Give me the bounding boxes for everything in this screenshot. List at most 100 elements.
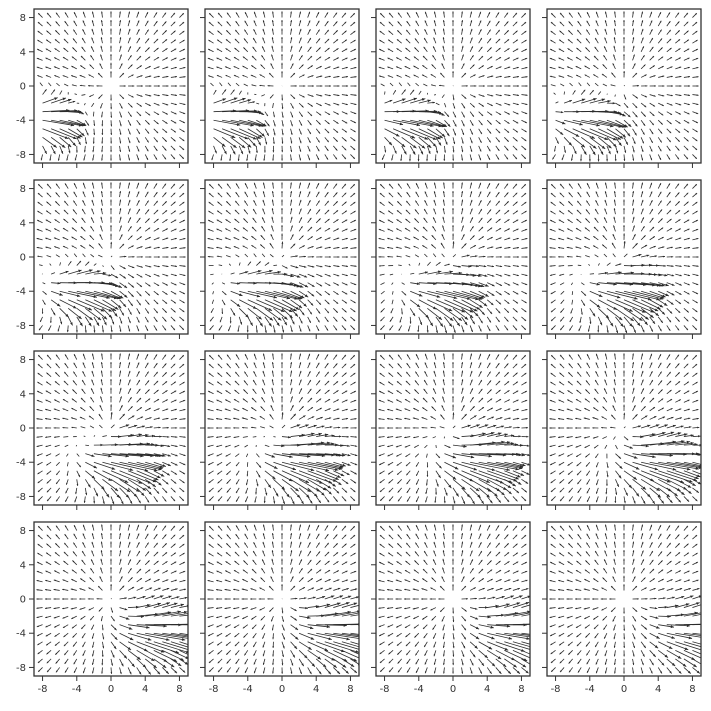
quiver-arrowhead	[114, 487, 119, 492]
quiver-arrowhead	[216, 255, 219, 258]
quiver-arrowhead	[479, 29, 482, 32]
quiver-arrowhead	[499, 94, 502, 97]
quiver-arrowhead	[481, 236, 484, 239]
quiver-arrowhead	[651, 329, 653, 332]
quiver-arrowhead	[290, 37, 293, 40]
quiver-arrowhead	[696, 292, 699, 294]
quiver-arrow	[239, 128, 261, 139]
quiver-arrow	[230, 119, 263, 127]
quiver-arrowhead	[251, 245, 254, 247]
quiver-arrowhead	[558, 66, 561, 69]
quiver-arrowhead	[317, 149, 320, 152]
quiver-arrowhead	[82, 37, 84, 40]
quiver-arrowhead	[71, 75, 74, 77]
quiver-arrowhead	[36, 237, 39, 240]
quiver-arrowhead	[272, 20, 274, 22]
panel-6-arrows	[207, 182, 357, 334]
quiver-arrowhead	[165, 48, 168, 51]
panel-7-arrows	[378, 182, 528, 334]
quiver-arrowhead	[614, 20, 616, 22]
quiver-arrowhead	[650, 309, 654, 313]
quiver-arrowhead	[251, 65, 254, 68]
quiver-arrowhead	[550, 193, 553, 195]
quiver-arrowhead	[142, 487, 146, 491]
quiver-arrowhead	[458, 265, 461, 268]
quiver-arrow	[418, 299, 437, 310]
quiver-arrowhead	[326, 29, 329, 32]
quiver-arrowhead	[311, 275, 315, 278]
quiver-arrowhead	[165, 228, 168, 231]
quiver-arrowhead	[634, 296, 638, 300]
quiver-arrowhead	[378, 256, 381, 258]
quiver-arrowhead	[252, 101, 255, 104]
quiver-arrowhead	[64, 21, 67, 24]
quiver-arrow	[128, 461, 162, 471]
quiver-arrowhead	[624, 150, 627, 153]
quiver-arrowhead	[327, 311, 329, 314]
quiver-arrowhead	[131, 275, 135, 278]
quiver-arrowhead	[695, 130, 698, 133]
quiver-arrowhead	[642, 226, 645, 229]
quiver-arrowhead	[610, 322, 614, 327]
quiver-arrowhead	[515, 192, 518, 195]
quiver-arrowhead	[93, 465, 97, 469]
quiver-arrowhead	[592, 313, 596, 317]
quiver-arrowhead	[182, 201, 185, 204]
quiver-arrow	[85, 308, 102, 321]
quiver-arrowhead	[679, 75, 682, 78]
quiver-arrowhead	[671, 274, 675, 277]
quiver-arrowhead	[583, 151, 587, 155]
quiver-arrowhead	[139, 104, 142, 107]
quiver-arrowhead	[568, 21, 571, 24]
quiver-arrowhead	[139, 55, 142, 58]
quiver-arrowhead	[173, 139, 176, 142]
quiver-arrow	[435, 102, 440, 106]
quiver-arrowhead	[479, 329, 482, 332]
quiver-arrowhead	[311, 75, 314, 77]
quiver-arrowhead	[326, 140, 329, 143]
quiver-arrowhead	[585, 218, 588, 221]
quiver-arrowhead	[309, 320, 311, 323]
quiver-arrowhead	[83, 353, 85, 356]
quiver-arrowhead	[103, 316, 108, 320]
quiver-arrowhead	[165, 301, 168, 304]
quiver-arrowhead	[64, 183, 67, 186]
quiver-arrowhead	[422, 65, 425, 68]
quiver-arrowhead	[352, 184, 355, 187]
quiver-arrowhead	[615, 330, 619, 334]
quiver-arrowhead	[54, 228, 57, 231]
quiver-arrowhead	[388, 30, 391, 33]
quiver-arrowhead	[182, 301, 185, 304]
quiver-arrowhead	[380, 301, 383, 304]
panel-3-arrows	[378, 11, 528, 162]
quiver-arrowhead	[558, 246, 560, 249]
quiver-arrowhead	[642, 46, 644, 49]
quiver-arrowhead	[506, 148, 509, 151]
quiver-arrowhead	[473, 95, 476, 98]
quiver-arrowhead	[110, 412, 113, 415]
quiver-arrowhead	[427, 144, 432, 148]
quiver-arrowhead	[425, 182, 427, 185]
quiver-arrowhead	[433, 37, 436, 40]
quiver-arrowhead	[378, 238, 381, 240]
quiver-arrowhead	[660, 218, 663, 221]
quiver-arrowhead	[611, 72, 614, 75]
quiver-arrowhead	[129, 501, 133, 504]
quiver-arrowhead	[696, 112, 699, 114]
quiver-arrowhead	[299, 141, 302, 144]
quiver-arrowhead	[182, 121, 185, 123]
quiver-arrowhead	[507, 292, 510, 295]
quiver-arrowhead	[632, 158, 635, 161]
quiver-arrowhead	[73, 136, 77, 140]
quiver-arrowhead	[353, 201, 356, 204]
quiver-arrowhead	[352, 156, 355, 159]
quiver-arrow	[594, 82, 599, 87]
quiver-arrowhead	[183, 247, 186, 249]
quiver-arrowhead	[418, 293, 423, 297]
quiver-arrowhead	[633, 63, 636, 66]
quiver-arrow	[63, 83, 69, 87]
quiver-arrowhead	[317, 29, 320, 32]
quiver-arrowhead	[580, 159, 582, 162]
quiver-arrowhead	[62, 237, 65, 239]
quiver-arrowhead	[110, 124, 113, 127]
